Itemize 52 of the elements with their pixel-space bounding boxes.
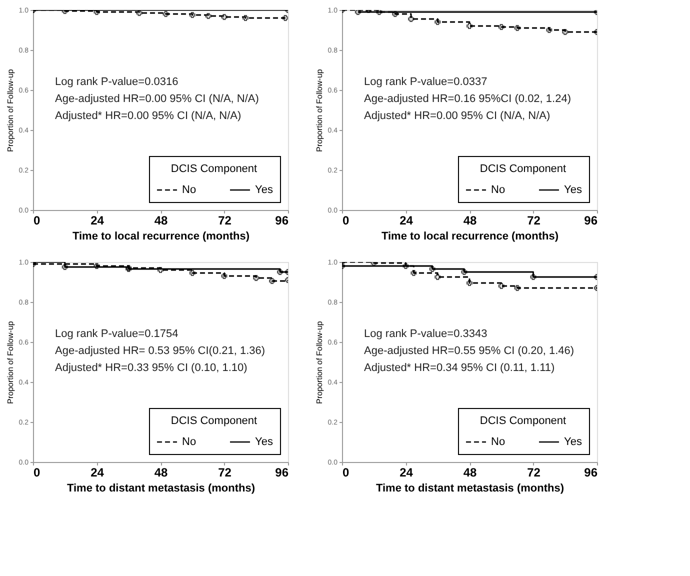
legend-label: Yes [255,184,274,196]
x-tick-label: 0 [34,214,40,228]
x-tick-label: 48 [154,466,168,480]
y-axis-title: Proportion of Follow-up [314,320,324,404]
x-tick-label: 72 [218,466,232,480]
x-axis-title: Time to distant metastasis (months) [376,482,564,494]
legend-title: DCIS Component [170,163,258,175]
x-tick-label: 72 [527,214,541,228]
annotation: Log rank P-value=0.0316 [55,76,178,88]
annotation: Log rank P-value=0.0337 [364,76,488,88]
annotation: Age-adjusted HR=0.00 95% CI (N/A, N/A) [55,93,259,105]
y-axis-title: Proportion of Follow-up [6,320,15,404]
legend-label: No [182,184,196,196]
legend-title: DCIS Component [480,415,566,427]
x-tick-label: 24 [400,466,414,480]
annotation: Age-adjusted HR=0.55 95% CI (0.20, 1.46) [364,345,574,357]
x-axis-title: Time to local recurrence (months) [72,230,250,242]
x-tick-label: 96 [275,214,289,228]
x-tick-label: 96 [275,466,289,480]
legend-label: Yes [255,436,274,448]
annotation: Log rank P-value=0.1754 [55,328,178,340]
x-tick-label: 72 [527,466,541,480]
legend-label: No [491,184,506,196]
legend-label: No [491,436,506,448]
legend-title: DCIS Component [170,415,258,427]
x-axis-title: Time to local recurrence (months) [381,230,559,242]
x-axis-title: Time to distant metastasis (months) [66,482,256,494]
y-axis-title: Proportion of Follow-up [314,68,324,152]
x-tick-label: 96 [584,214,598,228]
legend-label: Yes [564,436,582,448]
x-tick-label: 48 [463,214,477,228]
x-tick-label: 72 [218,214,232,228]
x-tick-label: 0 [342,466,350,480]
x-tick-label: 48 [154,214,168,228]
x-tick-label: 0 [34,466,40,480]
annotation: Adjusted* HR=0.00 95% CI (N/A, N/A) [55,110,242,122]
x-tick-label: 96 [584,466,598,480]
annotation: Age-adjusted HR=0.16 95%CI (0.02, 1.24) [364,93,571,105]
annotation: Adjusted* HR=0.34 95% CI (0.11, 1.11) [364,362,555,374]
x-tick-label: 24 [90,466,104,480]
x-tick-label: 48 [463,466,477,480]
annotation: Age-adjusted HR= 0.53 95% CI(0.21, 1.36) [55,345,266,357]
annotation: Log rank P-value=0.3343 [364,328,488,340]
x-tick-label: 0 [342,214,350,228]
legend-label: Yes [564,184,582,196]
annotation: Adjusted* HR=0.00 95% CI (N/A, N/A) [364,110,550,122]
x-tick-label: 24 [400,214,414,228]
legend-label: No [182,436,196,448]
x-tick-label: 24 [90,214,104,228]
y-axis-title: Proportion of Follow-up [6,68,15,152]
legend-title: DCIS Component [480,163,566,175]
annotation: Adjusted* HR=0.33 95% CI (0.10, 1.10) [55,362,248,374]
